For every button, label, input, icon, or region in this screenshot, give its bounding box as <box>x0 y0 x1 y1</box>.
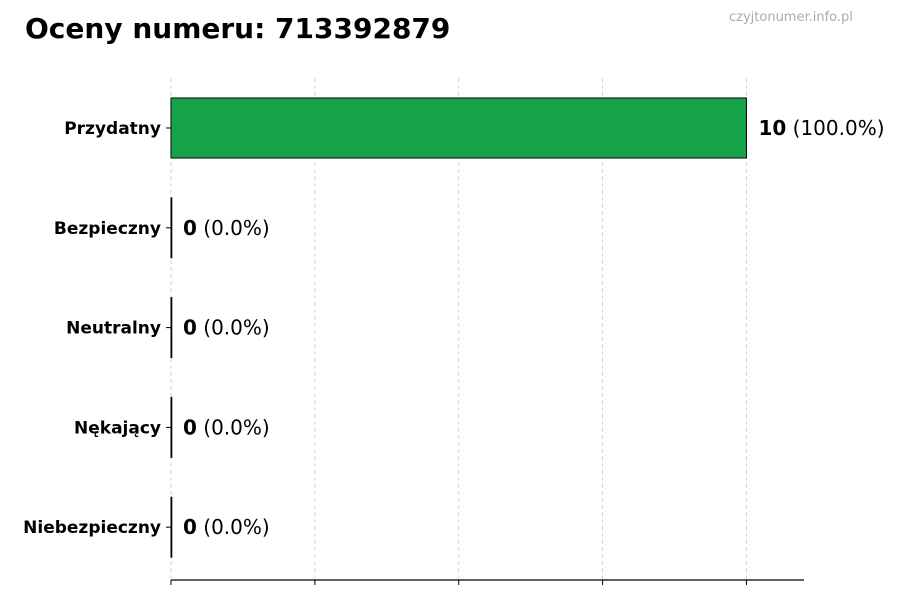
y-tick-label: Niebezpieczny <box>23 518 161 538</box>
y-tick-label: Nękający <box>74 418 161 438</box>
data-label: 0 (0.0%) <box>183 515 270 539</box>
data-label-percent: (0.0%) <box>197 316 270 340</box>
data-label: 0 (0.0%) <box>183 316 270 340</box>
data-label-count: 0 <box>183 515 197 539</box>
data-label: 0 (0.0%) <box>183 415 270 439</box>
data-label: 10 (100.0%) <box>758 116 884 140</box>
y-tick-label: Neutralny <box>66 319 161 339</box>
data-label-count: 0 <box>183 316 197 340</box>
data-label-percent: (0.0%) <box>197 415 270 439</box>
y-tick-label: Bezpieczny <box>54 219 161 239</box>
bar <box>170 396 173 458</box>
bar <box>170 97 747 159</box>
data-label-percent: (100.0%) <box>786 116 884 140</box>
data-label-percent: (0.0%) <box>197 515 270 539</box>
data-label-count: 0 <box>183 415 197 439</box>
y-tick-label: Przydatny <box>64 119 161 139</box>
data-label-percent: (0.0%) <box>197 216 270 240</box>
bar <box>170 197 173 259</box>
watermark: czyjtonumer.info.pl <box>729 10 853 25</box>
bar <box>170 297 173 359</box>
chart-title: Oceny numeru: 713392879 <box>25 12 451 45</box>
data-label: 0 (0.0%) <box>183 216 270 240</box>
data-label-count: 0 <box>183 216 197 240</box>
data-label-count: 10 <box>758 116 786 140</box>
bar <box>170 496 173 558</box>
